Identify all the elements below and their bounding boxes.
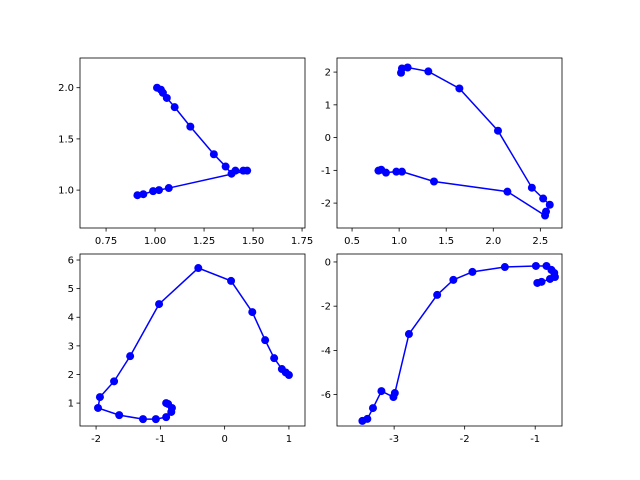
data-point: [115, 411, 124, 420]
data-point: [209, 150, 218, 159]
data-point: [164, 184, 173, 193]
data-point: [248, 308, 257, 317]
data-point: [500, 263, 509, 272]
data-point: [94, 403, 102, 412]
data-point: [277, 365, 286, 374]
data-point: [531, 261, 540, 270]
data-point: [95, 393, 104, 402]
data-point: [270, 354, 279, 363]
y-tick-label: 2: [68, 370, 74, 381]
data-point: [221, 162, 230, 171]
data-point: [363, 414, 372, 423]
y-tick-label: 0: [325, 257, 331, 268]
x-tick-label: -2: [460, 434, 470, 445]
x-tick-label: 1.50: [242, 236, 264, 247]
y-tick-label: -2: [321, 302, 331, 313]
data-point: [503, 187, 512, 196]
data-point: [429, 177, 438, 186]
data-point: [186, 122, 195, 131]
y-tick-label: 2.0: [58, 83, 74, 94]
y-tick-label: -2: [321, 199, 331, 210]
data-point: [433, 290, 442, 299]
data-point: [493, 126, 502, 135]
data-point: [194, 264, 203, 273]
data-point: [424, 67, 433, 76]
data-point: [455, 84, 464, 93]
axes-frame: [336, 253, 563, 427]
x-tick-label: -3: [389, 434, 399, 445]
data-line: [97, 267, 290, 420]
data-line: [378, 66, 551, 217]
data-point: [390, 389, 399, 398]
data-point: [231, 166, 240, 175]
data-point: [154, 186, 163, 195]
data-point: [546, 274, 555, 283]
data-point: [541, 211, 550, 220]
data-point: [261, 336, 270, 345]
y-tick-label: 2: [325, 68, 331, 79]
data-point: [377, 387, 386, 396]
data-point: [243, 166, 252, 175]
x-tick-label: -1: [530, 434, 540, 445]
y-tick-label: 6: [68, 256, 74, 267]
data-point: [162, 413, 171, 422]
y-tick-label: 3: [68, 341, 74, 352]
data-point: [151, 415, 160, 424]
axes-frame: [79, 57, 306, 229]
x-tick-label: 0.5: [344, 236, 360, 247]
x-tick-label: 1.25: [193, 236, 215, 247]
data-point: [374, 166, 383, 175]
data-point: [155, 300, 164, 309]
data-point: [227, 276, 236, 285]
data-point: [468, 267, 477, 276]
data-point: [449, 275, 458, 284]
axes-frame: [336, 57, 563, 229]
x-tick-label: 1.00: [144, 236, 166, 247]
data-point: [527, 183, 536, 192]
data-point: [133, 191, 142, 200]
y-tick-label: 4: [68, 313, 74, 324]
data-point: [403, 63, 412, 72]
data-point: [149, 187, 158, 196]
data-point: [397, 167, 406, 176]
x-tick-label: 1.75: [291, 236, 313, 247]
data-point: [139, 415, 147, 424]
x-tick-label: 1: [286, 434, 292, 445]
y-tick-label: 1.5: [58, 134, 74, 145]
data-point: [539, 194, 548, 203]
x-tick-label: 0.75: [95, 236, 117, 247]
data-point: [139, 190, 148, 199]
y-tick-label: 1.0: [58, 186, 74, 197]
x-tick-label: 2.0: [485, 236, 501, 247]
y-tick-label: 1: [325, 100, 331, 111]
y-tick-label: 0: [325, 133, 331, 144]
data-point: [170, 103, 179, 112]
y-tick-label: 5: [68, 284, 74, 295]
x-tick-label: 2.5: [532, 236, 548, 247]
axes-frame: [79, 253, 306, 427]
data-line: [137, 87, 248, 196]
data-point: [533, 278, 542, 287]
data-point: [162, 399, 171, 408]
data-point: [392, 167, 401, 176]
y-tick-label: -4: [321, 346, 331, 357]
x-tick-label: 1.0: [391, 236, 407, 247]
x-tick-label: -2: [91, 434, 101, 445]
y-tick-label: -1: [321, 166, 331, 177]
data-point: [404, 330, 413, 339]
data-point: [110, 377, 119, 386]
x-tick-label: 0: [221, 434, 227, 445]
x-tick-label: 1.5: [438, 236, 454, 247]
x-tick-label: -1: [155, 434, 165, 445]
y-tick-label: -6: [321, 390, 331, 401]
data-point: [162, 93, 171, 102]
y-tick-label: 1: [68, 399, 74, 410]
data-point: [368, 404, 377, 413]
data-point: [545, 200, 554, 209]
data-point: [126, 352, 135, 361]
